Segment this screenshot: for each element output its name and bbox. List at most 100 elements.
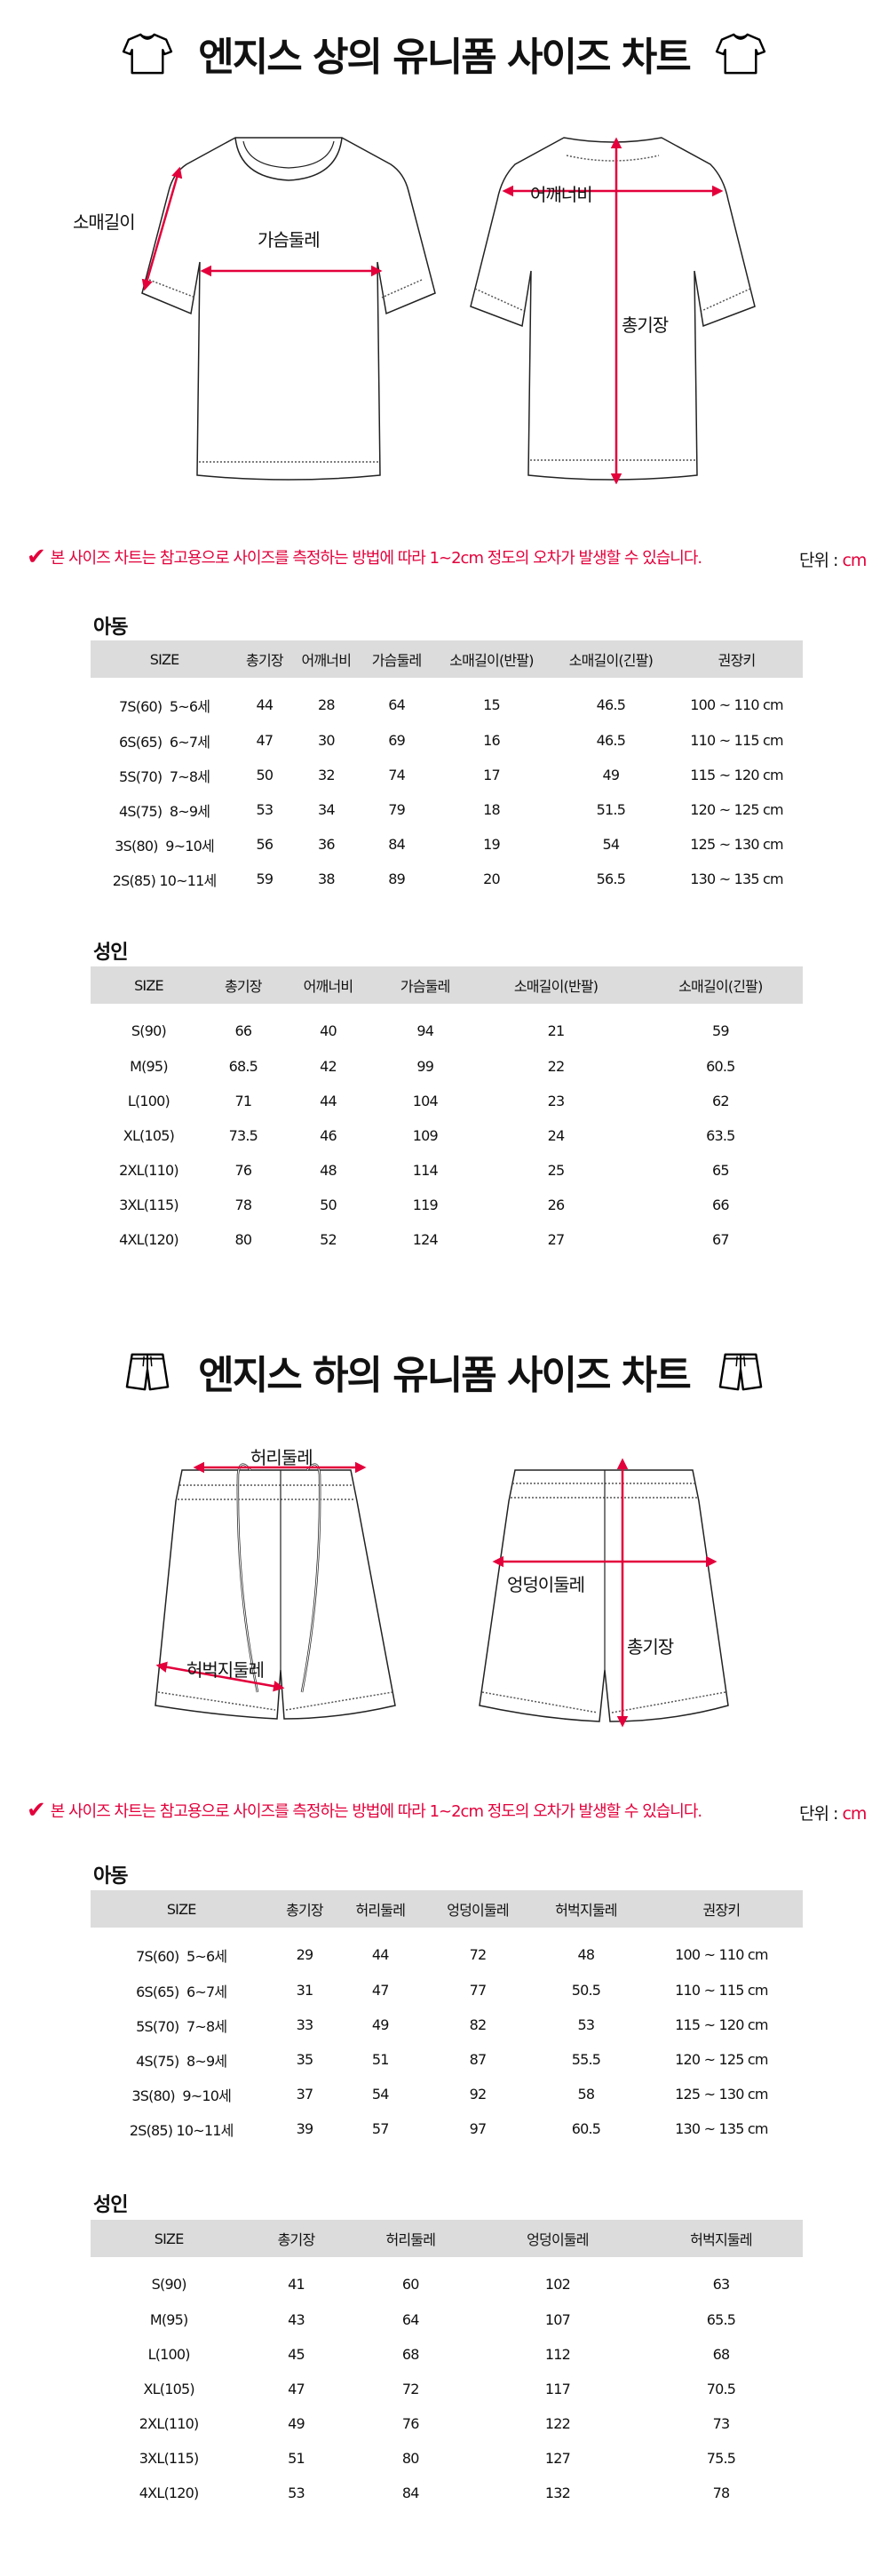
top-title-text: 엔지스 상의 유니폼 사이즈 차트 (198, 35, 692, 80)
tshirt-icon (715, 31, 766, 76)
value-cell: 51.5 (596, 801, 626, 818)
size-cell: 4S(75) 8~9세 (136, 2052, 227, 2070)
size-cell: XL(105) (143, 2381, 194, 2397)
value-cell: 44 (320, 1093, 337, 1109)
value-cell: 71 (234, 1093, 252, 1109)
checkmark-icon: ✔ (27, 544, 46, 570)
value-cell: 76 (234, 1162, 252, 1179)
value-cell: 89 (388, 871, 406, 887)
value-cell: 48 (577, 1946, 596, 1963)
value-cell: 64 (388, 696, 406, 713)
value-cell: 59 (256, 871, 274, 887)
column-header: SIZE (91, 2220, 248, 2257)
value-cell: 68 (712, 2346, 731, 2363)
tshirt-icon (122, 31, 173, 76)
waist-label: 허리둘레 (250, 1447, 313, 1468)
table-row: L(100) 71 44 104 23 62 (91, 1084, 803, 1118)
value-cell: 50 (320, 1197, 337, 1213)
size-cell: 3S(80) 9~10세 (131, 2087, 232, 2104)
value-cell: 68.5 (228, 1058, 258, 1075)
value-cell: 107 (544, 2311, 571, 2328)
table-row: 3S(80) 9~10세 37 54 92 58 125 ~ 130 cm (91, 2077, 803, 2111)
kids-section-label: 아동 (93, 616, 128, 639)
value-cell: 44 (371, 1946, 390, 1963)
value-cell: 47 (288, 2381, 305, 2397)
column-header: 권장키 (670, 640, 803, 678)
value-cell: 84 (401, 2485, 420, 2501)
column-header: 허리둘레 (337, 1890, 424, 1928)
column-header: SIZE (91, 640, 239, 678)
value-cell: 84 (388, 836, 406, 853)
size-cell: 4XL(120) (139, 2485, 199, 2501)
value-cell: 94 (416, 1022, 434, 1039)
value-cell: 54 (602, 836, 621, 853)
value-cell: 49 (371, 2016, 390, 2033)
table-row: M(95) 68.5 42 99 22 60.5 (91, 1049, 803, 1084)
bottom-title: 엔지스 하의 유니폼 사이즈 차트 (0, 1343, 888, 1400)
value-cell: 53 (256, 801, 274, 818)
table-row: 7S(60) 5~6세 44 28 64 15 46.5 100 ~ 110 cm (91, 678, 803, 723)
notice: ✔ 본 사이즈 차트는 참고용으로 사이즈를 측정하는 방법에 따라 1~2cm… (27, 1797, 702, 1824)
checkmark-icon: ✔ (27, 1797, 46, 1824)
value-cell: 65 (711, 1162, 730, 1179)
value-cell: 39 (296, 2120, 314, 2137)
table-row: 3S(80) 9~10세 56 36 84 19 54 125 ~ 130 cm (91, 827, 803, 862)
value-cell: 24 (547, 1127, 566, 1144)
table-row: 4S(75) 8~9세 53 34 79 18 51.5 120 ~ 125 cm (91, 792, 803, 827)
value-cell: 44 (256, 696, 274, 713)
value-cell: 66 (711, 1197, 730, 1213)
value-cell: 75.5 (706, 2450, 736, 2467)
value-cell: 69 (388, 732, 406, 749)
table-row: 6S(65) 6~7세 31 47 77 50.5 110 ~ 115 cm (91, 1973, 803, 2008)
value-cell: 29 (296, 1946, 314, 1963)
value-cell: 51 (371, 2051, 390, 2068)
value-cell: 54 (371, 2086, 390, 2103)
value-cell: 32 (317, 767, 336, 783)
bottom-title-text: 엔지스 하의 유니폼 사이즈 차트 (198, 1353, 692, 1398)
unit-text: 단위 : (799, 551, 843, 570)
value-cell: 74 (388, 767, 406, 783)
size-cell: 3XL(115) (119, 1197, 178, 1213)
kids-section-label: 아동 (93, 1865, 128, 1888)
column-header: SIZE (91, 1890, 273, 1928)
shorts-icon (715, 1349, 766, 1394)
table-header-row: SIZE 총기장 허리둘레 엉덩이둘레 허벅지둘레 권장키 (91, 1890, 803, 1928)
table-row: 2S(85) 10~11세 59 38 89 20 56.5 130 ~ 135 cm (91, 862, 803, 896)
unit-label: 단위 : cm (799, 1801, 867, 1825)
table-row: 4S(75) 8~9세 35 51 87 55.5 120 ~ 125 cm (91, 2042, 803, 2077)
value-cell: 127 (544, 2450, 571, 2467)
value-cell: 66 (234, 1022, 252, 1039)
adult-section-label: 성인 (93, 2194, 128, 2216)
top-adult-table: SIZE 총기장 어깨너비 가슴둘레 소매길이(반팔) 소매길이(긴팔) S(90) 66 40… (91, 966, 803, 1257)
value-cell: 38 (317, 871, 336, 887)
size-cell: XL(105) (123, 1127, 175, 1144)
value-cell: 47 (371, 1982, 390, 1999)
value-cell: 120 ~ 125 cm (675, 2051, 768, 2068)
value-cell: 56 (256, 836, 274, 853)
table-row: 5S(70) 7~8세 33 49 82 53 115 ~ 120 cm (91, 2008, 803, 2042)
notice: ✔ 본 사이즈 차트는 참고용으로 사이즈를 측정하는 방법에 따라 1~2cm… (27, 544, 702, 570)
size-cell: 4XL(120) (119, 1231, 178, 1248)
value-cell: 72 (469, 1946, 488, 1963)
shorts-back-illustration (479, 1458, 729, 1728)
bottom-kids-table: SIZE 총기장 허리둘레 엉덩이둘레 허벅지둘레 권장키 7S(60) 5~6세 29 44 7… (91, 1890, 803, 2146)
value-cell: 115 ~ 120 cm (690, 767, 783, 783)
value-cell: 110 ~ 115 cm (690, 732, 783, 749)
column-header: SIZE (91, 966, 207, 1004)
size-cell: 5S(70) 7~8세 (118, 767, 210, 785)
value-cell: 59 (711, 1022, 730, 1039)
table-row: S(90) 66 40 94 21 59 (91, 1004, 803, 1049)
shorts-front-arrows (155, 1461, 367, 1692)
size-cell: 2XL(110) (119, 1162, 178, 1179)
value-cell: 42 (320, 1058, 337, 1075)
size-cell: 7S(60) 5~6세 (136, 1947, 227, 1965)
value-cell: 76 (401, 2415, 420, 2432)
value-cell: 35 (296, 2051, 314, 2068)
size-cell: M(95) (130, 1058, 168, 1075)
value-cell: 47 (256, 732, 274, 749)
chest-label: 가슴둘레 (258, 229, 321, 250)
value-cell: 19 (483, 836, 501, 853)
size-cell: 6S(65) 6~7세 (136, 1983, 227, 2000)
shoulder-label: 어깨너비 (530, 184, 593, 205)
value-cell: 115 ~ 120 cm (675, 2016, 768, 2033)
